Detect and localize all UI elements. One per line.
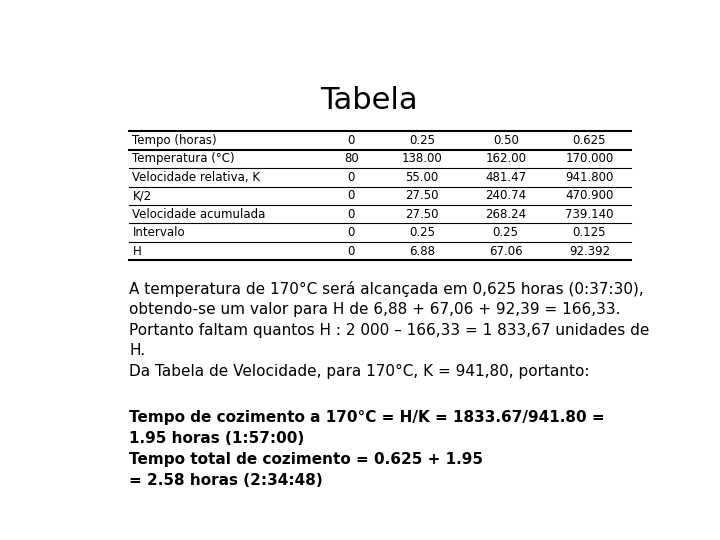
Text: 0: 0 [348, 190, 355, 202]
Text: 0: 0 [348, 134, 355, 147]
Text: 80: 80 [344, 152, 359, 165]
Text: Tempo (horas): Tempo (horas) [132, 134, 217, 147]
Text: 0: 0 [348, 226, 355, 239]
Text: 739.140: 739.140 [565, 208, 613, 221]
Text: Velocidade relativa, K: Velocidade relativa, K [132, 171, 261, 184]
Text: 0.25: 0.25 [409, 134, 435, 147]
Text: Intervalo: Intervalo [132, 226, 185, 239]
Text: H: H [132, 245, 141, 258]
Text: 0: 0 [348, 171, 355, 184]
Text: 0.25: 0.25 [409, 226, 435, 239]
Text: 0: 0 [348, 208, 355, 221]
Text: 268.24: 268.24 [485, 208, 526, 221]
Text: 240.74: 240.74 [485, 190, 526, 202]
Text: 170.000: 170.000 [565, 152, 613, 165]
Text: 941.800: 941.800 [565, 171, 613, 184]
Text: 470.900: 470.900 [565, 190, 613, 202]
Text: 162.00: 162.00 [485, 152, 526, 165]
Text: 6.88: 6.88 [409, 245, 435, 258]
Text: K/2: K/2 [132, 190, 151, 202]
Text: 0.25: 0.25 [492, 226, 518, 239]
Text: 55.00: 55.00 [405, 171, 438, 184]
Text: 0: 0 [348, 245, 355, 258]
Text: 0.50: 0.50 [492, 134, 518, 147]
Text: Velocidade acumulada: Velocidade acumulada [132, 208, 266, 221]
Text: 0.125: 0.125 [572, 226, 606, 239]
Text: Temperatura (°C): Temperatura (°C) [132, 152, 235, 165]
Text: Tabela: Tabela [320, 85, 418, 114]
Text: A temperatura de 170°C será alcançada em 0,625 horas (0:37:30),
obtendo-se um va: A temperatura de 170°C será alcançada em… [129, 281, 649, 379]
Text: 27.50: 27.50 [405, 190, 438, 202]
Text: 27.50: 27.50 [405, 208, 438, 221]
Text: 92.392: 92.392 [569, 245, 610, 258]
Text: Tempo de cozimento a 170°C = H/K = 1833.67/941.80 =
1.95 horas (1:57:00)
Tempo t: Tempo de cozimento a 170°C = H/K = 1833.… [129, 410, 605, 488]
Text: 67.06: 67.06 [489, 245, 523, 258]
Text: 0.625: 0.625 [572, 134, 606, 147]
Text: 481.47: 481.47 [485, 171, 526, 184]
Text: 138.00: 138.00 [402, 152, 442, 165]
